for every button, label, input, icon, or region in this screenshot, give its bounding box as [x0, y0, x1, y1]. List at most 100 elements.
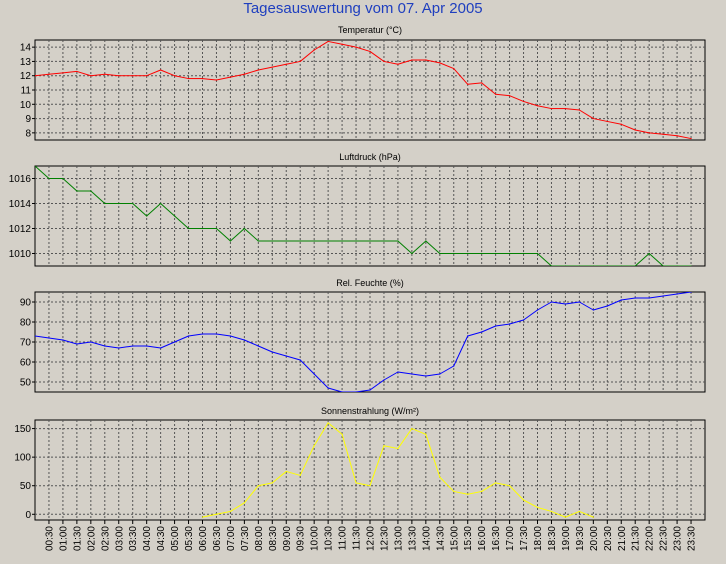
- data-point: [439, 476, 441, 478]
- series-segment: [397, 59, 413, 65]
- x-tick-label: 06:00: [198, 526, 209, 551]
- data-point: [215, 333, 218, 335]
- data-point: [411, 427, 413, 430]
- series-segment: [355, 389, 371, 392]
- data-point: [285, 355, 287, 357]
- data-point: [690, 137, 692, 140]
- x-tick-label: 17:00: [505, 526, 516, 551]
- x-tick-label: 18:00: [533, 526, 544, 551]
- data-point: [425, 375, 427, 377]
- series-segment: [537, 506, 552, 512]
- data-point: [187, 77, 190, 80]
- series-segment: [230, 73, 245, 78]
- data-point: [383, 379, 385, 381]
- series-segment: [397, 428, 413, 449]
- series-segment: [243, 485, 259, 504]
- data-point: [564, 107, 567, 110]
- data-point: [271, 66, 273, 68]
- series-segment: [299, 49, 315, 62]
- data-point: [481, 331, 483, 333]
- y-tick-label: 1014: [9, 199, 32, 210]
- panel-solar-radiation: Sonnenstrahlung (W/m²) 0 50 100 150: [14, 406, 706, 521]
- series-segment: [523, 100, 538, 107]
- data-point: [592, 309, 594, 311]
- data-point: [173, 341, 176, 343]
- x-tick-label: 06:30: [212, 526, 223, 551]
- x-tick-label: 00:30: [44, 526, 55, 551]
- x-tick-label: 20:00: [589, 526, 600, 551]
- data-point: [62, 177, 64, 180]
- x-tick-label: 15:30: [463, 526, 474, 551]
- data-point: [508, 485, 511, 487]
- data-point: [243, 502, 245, 504]
- series-segment: [439, 365, 454, 375]
- data-series: [35, 292, 692, 392]
- data-point: [257, 240, 259, 242]
- panel-title: Rel. Feuchte (%): [336, 278, 404, 288]
- x-tick-label: 17:30: [519, 526, 530, 551]
- data-point: [592, 265, 594, 266]
- x-tick-label: 07:30: [240, 526, 251, 551]
- panel-temperature: Temperatur (°C) 8 9 10 11 12 13 14: [20, 25, 706, 141]
- series-segment: [634, 253, 650, 266]
- data-point: [648, 297, 650, 299]
- series-segment: [509, 319, 524, 325]
- y-tick-label: 60: [20, 358, 32, 369]
- data-point: [104, 202, 106, 205]
- series-segment: [453, 335, 469, 367]
- data-point: [536, 105, 539, 107]
- data-point: [564, 265, 567, 266]
- data-point: [606, 305, 608, 307]
- series-segment: [286, 470, 301, 476]
- x-tick-label: 07:00: [226, 526, 237, 551]
- series-segment: [272, 63, 287, 68]
- data-point: [48, 177, 50, 180]
- data-point: [243, 73, 245, 75]
- data-point: [676, 135, 678, 137]
- data-point: [299, 474, 301, 477]
- series-segment: [62, 339, 78, 345]
- data-point: [299, 60, 301, 63]
- data-point: [453, 490, 455, 493]
- data-point: [453, 365, 455, 367]
- series-segment: [397, 371, 412, 375]
- series-segment: [551, 301, 566, 305]
- data-point: [592, 516, 594, 518]
- series-segment: [216, 333, 231, 337]
- data-point: [662, 265, 664, 266]
- data-point: [369, 485, 371, 487]
- x-tick-label: 03:00: [114, 526, 125, 551]
- series-segment: [160, 341, 175, 349]
- data-point: [132, 75, 134, 77]
- data-point: [160, 202, 162, 205]
- x-tick-label: 12:00: [366, 526, 377, 551]
- data-point: [606, 265, 608, 266]
- series-segment: [467, 82, 482, 85]
- series-segment: [411, 373, 426, 377]
- data-point: [215, 513, 218, 515]
- data-point: [271, 351, 273, 353]
- data-point: [62, 339, 64, 341]
- data-point: [257, 485, 259, 487]
- data-point: [648, 252, 650, 255]
- series-segment: [523, 499, 538, 508]
- series-segment: [146, 203, 161, 217]
- data-point: [495, 93, 497, 95]
- x-tick-label: 05:30: [184, 526, 195, 551]
- series-segment: [509, 95, 524, 102]
- x-tick-label: 23:00: [673, 526, 684, 551]
- data-point: [425, 433, 427, 435]
- series-segment: [649, 295, 664, 299]
- series-segment: [244, 69, 259, 75]
- data-point: [271, 240, 273, 242]
- series-segment: [258, 482, 273, 487]
- data-point: [76, 190, 78, 192]
- data-point: [397, 240, 399, 242]
- data-point: [383, 445, 385, 447]
- data-point: [90, 190, 92, 192]
- series-segment: [495, 93, 510, 97]
- series-segment: [48, 72, 63, 75]
- series-segment: [565, 108, 580, 111]
- data-point: [690, 265, 692, 266]
